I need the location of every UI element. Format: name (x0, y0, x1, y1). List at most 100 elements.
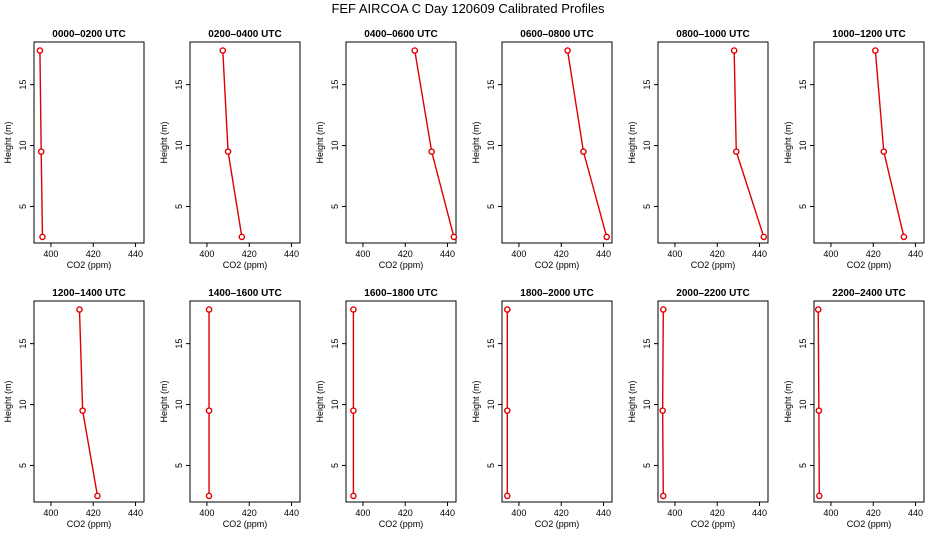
data-point (94, 492, 101, 500)
y-tick-label: 5 (642, 463, 652, 468)
y-axis-label: Height (m) (315, 121, 325, 163)
y-tick-label: 10 (330, 141, 340, 151)
profile-line (874, 50, 905, 238)
page-title: FEF AIRCOA C Day 120609 Calibrated Profi… (331, 1, 605, 16)
y-tick-label: 10 (642, 400, 652, 410)
y-tick-label: 10 (330, 400, 340, 410)
profile-panel: 0000–0200 UTC 400 420 440 5 10 15 CO2 (ppm) Heig… (3, 29, 145, 270)
panel-title: 1400–1600 UTC (208, 288, 281, 299)
profile-line (78, 309, 99, 497)
x-tick-label: 440 (596, 249, 611, 259)
x-axis-label: CO2 (ppm) (691, 519, 736, 529)
panel-title: 1800–2000 UTC (520, 288, 593, 299)
profile-panel: 1400–1600 UTC 400 420 440 5 10 15 CO2 (ppm) Heig… (159, 288, 301, 529)
data-point (76, 306, 83, 313)
plot-frame (501, 300, 613, 503)
x-tick-label: 400 (667, 249, 682, 259)
plot-frame (501, 41, 613, 244)
plot-frame (33, 41, 145, 244)
x-tick-label: 440 (128, 249, 143, 259)
y-axis-label: Height (m) (3, 380, 13, 422)
y-axis-label: Height (m) (315, 380, 325, 422)
data-point (603, 233, 611, 241)
x-tick-label: 400 (43, 508, 58, 518)
y-tick-label: 15 (330, 80, 340, 90)
y-tick-label: 15 (174, 80, 184, 90)
data-point (205, 306, 213, 313)
profile-panel: 2000–2200 UTC 400 420 440 5 10 15 CO2 (ppm) Heig… (627, 288, 769, 529)
x-tick-label: 440 (284, 249, 299, 259)
data-point (880, 148, 888, 155)
profile-line (733, 50, 765, 238)
x-axis-label: CO2 (ppm) (691, 260, 736, 270)
plot-frame (33, 300, 145, 503)
profile-panel: 0200–0400 UTC 400 420 440 5 10 15 CO2 (ppm) Heig… (159, 29, 301, 270)
x-tick-label: 400 (355, 249, 370, 259)
panel-title: 2000–2200 UTC (676, 288, 749, 299)
panel-title: 2200–2400 UTC (832, 288, 905, 299)
data-point (503, 492, 511, 500)
x-tick-label: 440 (284, 508, 299, 518)
y-axis-label: Height (m) (159, 121, 169, 163)
y-tick-label: 5 (18, 204, 28, 209)
x-tick-label: 420 (710, 508, 725, 518)
x-tick-label: 420 (86, 249, 101, 259)
data-point (79, 407, 86, 414)
profile-panel: 2200–2400 UTC 400 420 440 5 10 15 CO2 (ppm) Heig… (783, 288, 925, 529)
x-tick-label: 440 (908, 249, 923, 259)
x-tick-label: 420 (554, 249, 569, 259)
x-tick-label: 400 (511, 508, 526, 518)
x-tick-label: 420 (242, 249, 257, 259)
data-point (814, 306, 822, 313)
data-point (205, 407, 213, 414)
y-tick-label: 10 (174, 400, 184, 410)
y-tick-label: 5 (486, 204, 496, 209)
data-point (350, 407, 357, 414)
data-point (503, 407, 511, 414)
data-point (580, 148, 587, 155)
plot-frame (813, 300, 925, 503)
y-tick-label: 15 (174, 339, 184, 349)
y-tick-label: 10 (798, 141, 808, 151)
x-tick-label: 420 (710, 249, 725, 259)
data-point (350, 492, 357, 500)
y-tick-label: 10 (642, 141, 652, 151)
x-tick-label: 400 (823, 249, 838, 259)
y-tick-label: 15 (642, 339, 652, 349)
y-axis-label: Height (m) (627, 121, 637, 163)
x-axis-label: CO2 (ppm) (379, 519, 424, 529)
y-tick-label: 15 (486, 339, 496, 349)
panel-title: 0200–0400 UTC (208, 29, 281, 40)
plot-frame (189, 41, 301, 244)
y-tick-label: 15 (18, 339, 28, 349)
x-tick-label: 440 (908, 508, 923, 518)
y-tick-label: 5 (174, 204, 184, 209)
x-tick-label: 400 (667, 508, 682, 518)
y-tick-label: 10 (18, 141, 28, 151)
y-axis-label: Height (m) (159, 380, 169, 422)
plot-frame (345, 41, 457, 244)
profile-line (222, 50, 243, 238)
data-point (659, 492, 667, 500)
profile-line (661, 309, 664, 496)
y-tick-label: 10 (798, 400, 808, 410)
data-point (732, 148, 740, 155)
y-axis-label: Height (m) (783, 121, 793, 163)
plot-frame (189, 300, 301, 503)
x-tick-label: 420 (86, 508, 101, 518)
x-tick-label: 440 (752, 249, 767, 259)
profile-line (817, 309, 820, 496)
y-tick-label: 5 (18, 463, 28, 468)
x-tick-label: 400 (511, 249, 526, 259)
y-tick-label: 15 (486, 80, 496, 90)
y-tick-label: 15 (798, 80, 808, 90)
y-axis-label: Height (m) (3, 121, 13, 163)
data-point (564, 47, 571, 54)
profile-panel: 0600–0800 UTC 400 420 440 5 10 15 CO2 (ppm) Heig… (471, 29, 613, 270)
data-point (815, 492, 823, 500)
data-point (760, 233, 768, 241)
x-axis-label: CO2 (ppm) (535, 519, 580, 529)
y-axis-label: Height (m) (471, 380, 481, 422)
data-point (37, 148, 45, 155)
